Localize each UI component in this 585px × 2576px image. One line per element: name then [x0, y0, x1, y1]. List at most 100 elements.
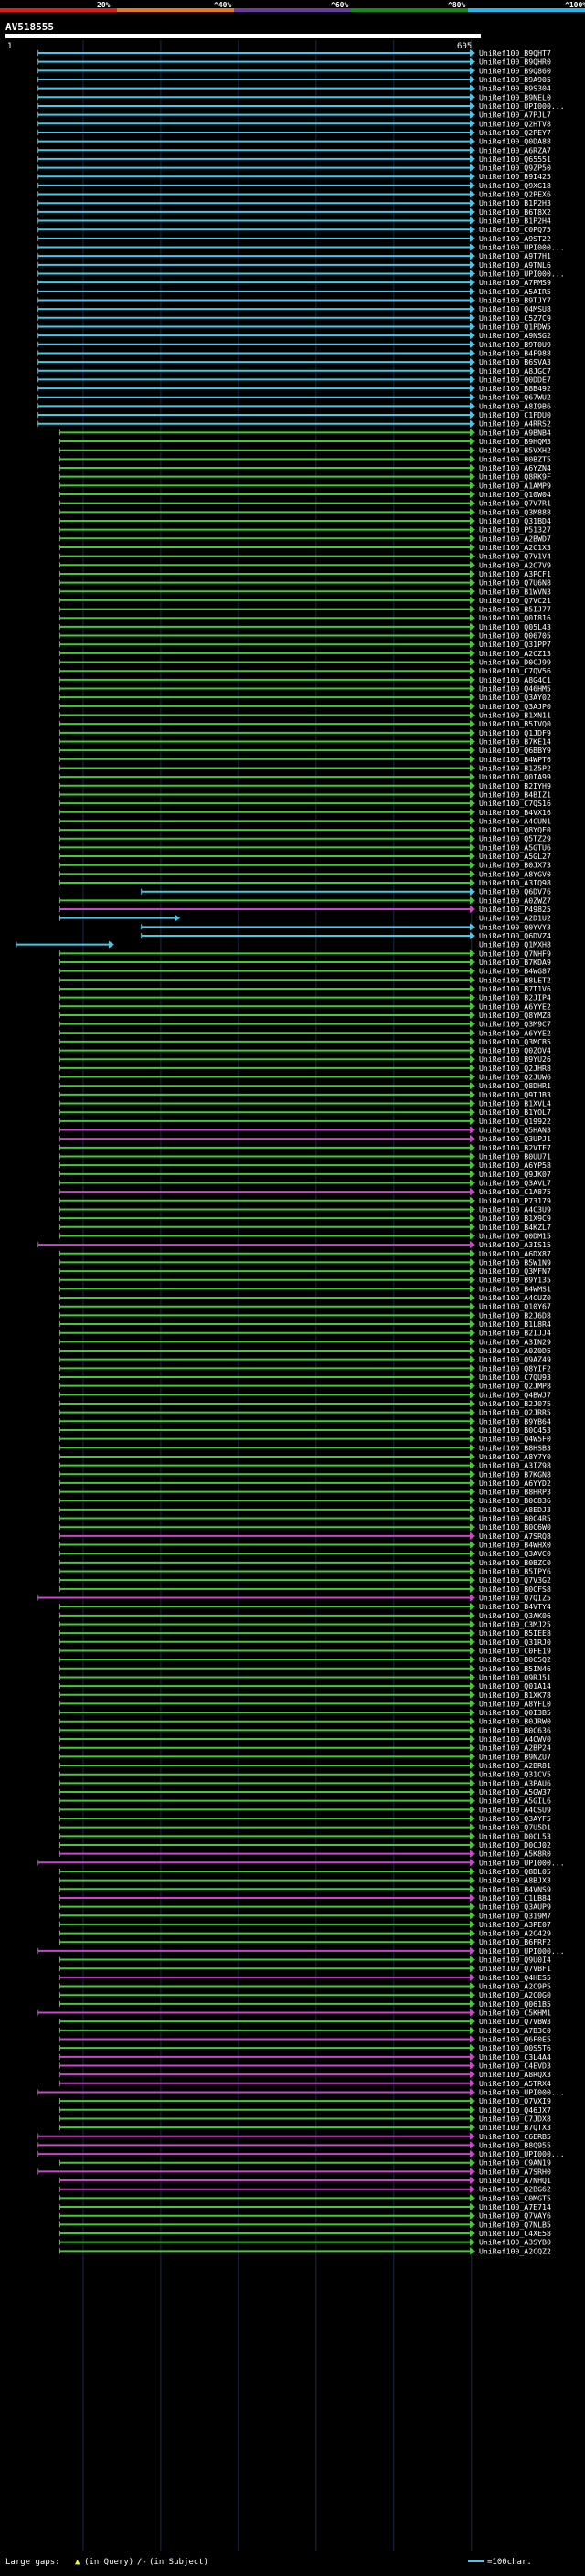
- hit-row: UniRef100_A0ZWZ7: [58, 896, 551, 905]
- hit-arrow: [470, 1188, 475, 1196]
- hit-arrow: [175, 914, 181, 922]
- hit-arrow: [470, 1064, 475, 1072]
- hit-row: UniRef100_B5IN46: [58, 1664, 551, 1673]
- hit-label: UniRef100_B9NZU7: [479, 1752, 551, 1761]
- hit-arrow: [470, 508, 475, 516]
- hit-arrow: [470, 482, 475, 490]
- hit-label: UniRef100_A3IS15: [479, 1240, 551, 1249]
- hit-label: UniRef100_UPI000...: [479, 270, 565, 279]
- hit-row: UniRef100_B9Q860: [37, 66, 551, 75]
- hit-arrow: [470, 58, 475, 66]
- hit-row: UniRef100_UPI000...: [37, 270, 565, 279]
- hit-arrow: [470, 1417, 475, 1426]
- hit-row: UniRef100_B8Q955: [37, 2140, 551, 2149]
- hit-label: UniRef100_Q6F0E5: [479, 2035, 551, 2044]
- hit-label: UniRef100_B4WPT6: [479, 755, 551, 764]
- hit-row: UniRef100_B9QHR0: [37, 58, 551, 67]
- scale-label: ^40%: [214, 1, 231, 9]
- hit-arrow: [470, 1603, 475, 1611]
- hit-arrow: [470, 932, 475, 939]
- hit-row: UniRef100_Q2JMP8: [58, 1382, 551, 1391]
- hit-arrow: [470, 525, 475, 534]
- hit-arrow: [470, 393, 475, 401]
- hit-row: UniRef100_A3IQ98: [58, 878, 551, 887]
- hit-label: UniRef100_Q3M888: [479, 507, 551, 516]
- hit-label: UniRef100_B5W1N9: [479, 1257, 551, 1267]
- hit-label: UniRef100_Q7VC21: [479, 596, 551, 605]
- hit-label: UniRef100_Q6BBY9: [479, 746, 551, 755]
- hit-label: UniRef100_B5IEE8: [479, 1628, 551, 1638]
- hit-arrow: [470, 137, 475, 145]
- hit-row: UniRef100_A7SRH0: [37, 2167, 551, 2176]
- hit-arrow: [470, 455, 475, 463]
- hit-label: UniRef100_A2D1U2: [479, 914, 551, 923]
- hit-label: UniRef100_A2CQZ2: [479, 2246, 551, 2255]
- hit-arrow: [470, 764, 475, 772]
- hit-arrow: [470, 887, 475, 896]
- hit-arrow: [470, 1470, 475, 1479]
- hit-arrow: [470, 1302, 475, 1310]
- hit-row: UniRef100_A6RZA7: [37, 145, 551, 154]
- hit-arrow: [470, 843, 475, 852]
- hit-arrow: [470, 2132, 475, 2140]
- hit-row: UniRef100_B0C836: [58, 1496, 551, 1505]
- hit-arrow: [470, 684, 475, 693]
- hit-arrow: [470, 1726, 475, 1734]
- hit-arrow: [470, 84, 475, 92]
- hit-arrow: [470, 243, 475, 251]
- hit-arrow: [470, 1691, 475, 1699]
- hit-row: UniRef100_C9AN19: [58, 2158, 551, 2168]
- hit-row: UniRef100_B0CFS8: [58, 1585, 551, 1594]
- hit-label: UniRef100_UPI000...: [479, 1946, 565, 1956]
- hit-row: UniRef100_A3IZ98: [58, 1461, 551, 1470]
- hit-arrow: [470, 800, 475, 808]
- hit-label: UniRef100_B9I425: [479, 172, 551, 181]
- hit-label: UniRef100_B1XN11: [479, 711, 551, 720]
- hit-arrow: [470, 596, 475, 604]
- hit-row: UniRef100_UPI000...: [37, 243, 565, 252]
- hit-row: UniRef100_B9HQM3: [58, 437, 551, 446]
- hit-arrow: [470, 2035, 475, 2043]
- hit-arrow: [470, 1832, 475, 1840]
- hit-label: UniRef100_Q31CV5: [479, 1770, 551, 1779]
- hit-label: UniRef100_A2C9P5: [479, 1982, 551, 1991]
- hit-label: UniRef100_B0C4R5: [479, 1514, 551, 1523]
- hit-arrow: [470, 2044, 475, 2052]
- hit-row: UniRef100_A7E714: [58, 2202, 551, 2211]
- hit-arrow: [470, 1594, 475, 1602]
- hit-label: UniRef100_B7QTX3: [479, 2123, 551, 2132]
- hit-row: UniRef100_Q1MXH8: [16, 940, 551, 949]
- hit-row: UniRef100_Q2HTV8: [37, 119, 551, 128]
- hit-arrow: [470, 694, 475, 702]
- hit-arrow: [470, 1037, 475, 1045]
- hit-arrow: [470, 1709, 475, 1717]
- hit-row: UniRef100_A8RQX3: [58, 2070, 551, 2079]
- hit-row: UniRef100_B4VX16: [58, 808, 551, 817]
- hit-arrow: [470, 2247, 475, 2255]
- hit-row: UniRef100_Q31BD4: [58, 516, 551, 525]
- hit-row: UniRef100_A9TNL6: [37, 260, 551, 270]
- hit-row: UniRef100_A8Y7Y0: [58, 1452, 551, 1461]
- hit-row: UniRef100_A6YZN4: [58, 463, 551, 472]
- hit-row: UniRef100_B0JRW0: [58, 1717, 551, 1726]
- hit-label: UniRef100_B1X9C9: [479, 1214, 551, 1223]
- hit-arrow: [470, 2124, 475, 2132]
- hit-label: UniRef100_A6YYE2: [479, 1028, 551, 1037]
- hit-row: UniRef100_Q31RJ0: [58, 1638, 551, 1647]
- hit-label: UniRef100_A3PE07: [479, 1920, 551, 1929]
- hit-row: UniRef100_B8B492: [37, 384, 551, 393]
- hit-row: UniRef100_B0BZT5: [58, 454, 551, 463]
- legend-in-subject: (in Subject): [149, 2558, 208, 2567]
- hit-label: UniRef100_C7QV56: [479, 666, 551, 675]
- hit-label: UniRef100_Q3AVL7: [479, 1178, 551, 1187]
- hit-row: UniRef100_Q6DV76: [141, 887, 551, 896]
- hit-row: UniRef100_C0PQ75: [37, 225, 551, 234]
- hit-row: UniRef100_Q7NHF9: [58, 949, 551, 958]
- scale-segment: [234, 8, 351, 12]
- hit-label: UniRef100_Q9TJB3: [479, 1090, 551, 1099]
- hit-label: UniRef100_B4WG87: [479, 967, 551, 976]
- hit-label: UniRef100_C1LB84: [479, 1893, 551, 1903]
- hit-arrow: [470, 49, 475, 57]
- hit-label: UniRef100_A9BNB4: [479, 428, 551, 437]
- hit-row: UniRef100_A9NSG2: [37, 331, 551, 340]
